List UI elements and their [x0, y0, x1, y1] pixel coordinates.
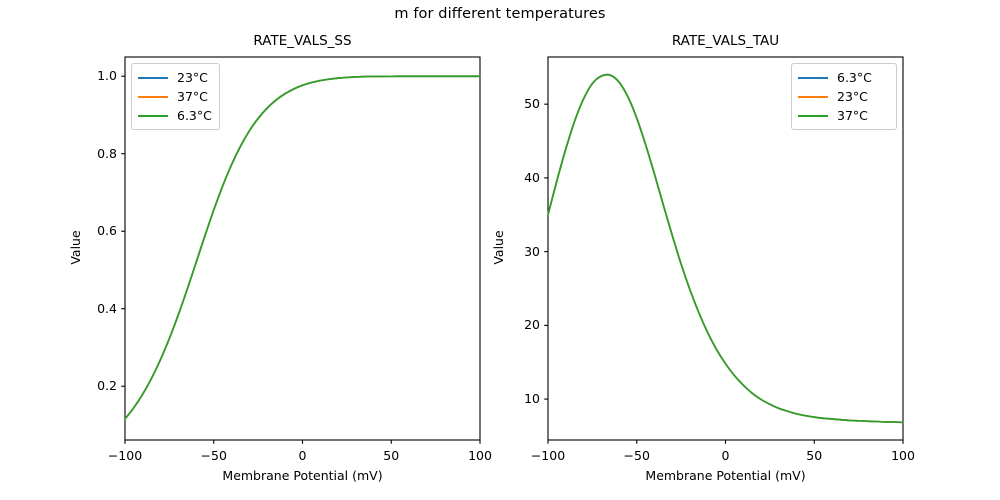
y-tick-label: 0.6	[97, 223, 117, 239]
x-axis-label-0: Membrane Potential (mV)	[222, 468, 383, 483]
y-tick-label: 0.2	[97, 378, 117, 394]
axes-title-1: RATE_VALS_TAU	[671, 33, 780, 49]
legend-line-swatch-icon	[138, 95, 168, 98]
legend-label: 6.3°C	[837, 70, 872, 85]
y-tick-label: 30	[524, 243, 540, 259]
legend-item: 23°C	[138, 68, 212, 87]
x-tick-label: −100	[107, 448, 143, 463]
line-series-2	[547, 73, 904, 424]
plot-area-0	[121, 56, 481, 444]
line-series-2	[124, 75, 481, 420]
legend-line-swatch-icon	[798, 95, 828, 98]
legend-item: 37°C	[138, 87, 212, 106]
x-tick-label: 100	[891, 448, 915, 463]
y-tick-label: 10	[524, 391, 540, 407]
y-tick-label: 0.8	[97, 145, 117, 161]
x-tick-label: 0	[298, 448, 307, 463]
legend-label: 37°C	[837, 108, 868, 123]
legend-line-swatch-icon	[138, 76, 168, 79]
axes-title-0: RATE_VALS_SS	[253, 33, 352, 49]
legend-line-swatch-icon	[798, 114, 828, 117]
legend-1[interactable]: 6.3°C 23°C 37°C	[791, 63, 897, 130]
x-tick-label: −50	[623, 448, 650, 463]
x-tick-label: −50	[200, 448, 227, 463]
legend-label: 37°C	[177, 89, 208, 104]
y-tick-label: 50	[524, 96, 540, 112]
x-tick-label: 100	[468, 448, 492, 463]
x-tick-label: 50	[806, 448, 823, 463]
x-tick-label: 0	[721, 448, 730, 463]
legend-label: 23°C	[837, 89, 868, 104]
legend-item: 6.3°C	[138, 106, 212, 125]
legend-label: 6.3°C	[177, 108, 212, 123]
legend-label: 23°C	[177, 70, 208, 85]
legend-line-swatch-icon	[138, 114, 168, 117]
x-tick-label: −100	[530, 448, 566, 463]
plot-area-1	[544, 56, 904, 444]
figure-suptitle: m for different temperatures	[394, 6, 606, 22]
y-tick-label: 1.0	[97, 68, 117, 84]
legend-item: 37°C	[798, 106, 889, 125]
y-tick-label: 40	[524, 169, 540, 185]
y-tick-label: 0.4	[97, 300, 117, 316]
legend-0[interactable]: 23°C 37°C 6.3°C	[131, 63, 220, 130]
legend-line-swatch-icon	[798, 76, 828, 79]
legend-item: 23°C	[798, 87, 889, 106]
x-axis-label-1: Membrane Potential (mV)	[645, 468, 806, 483]
legend-item: 6.3°C	[798, 68, 889, 87]
x-tick-label: 50	[383, 448, 400, 463]
y-tick-label: 20	[524, 317, 540, 333]
